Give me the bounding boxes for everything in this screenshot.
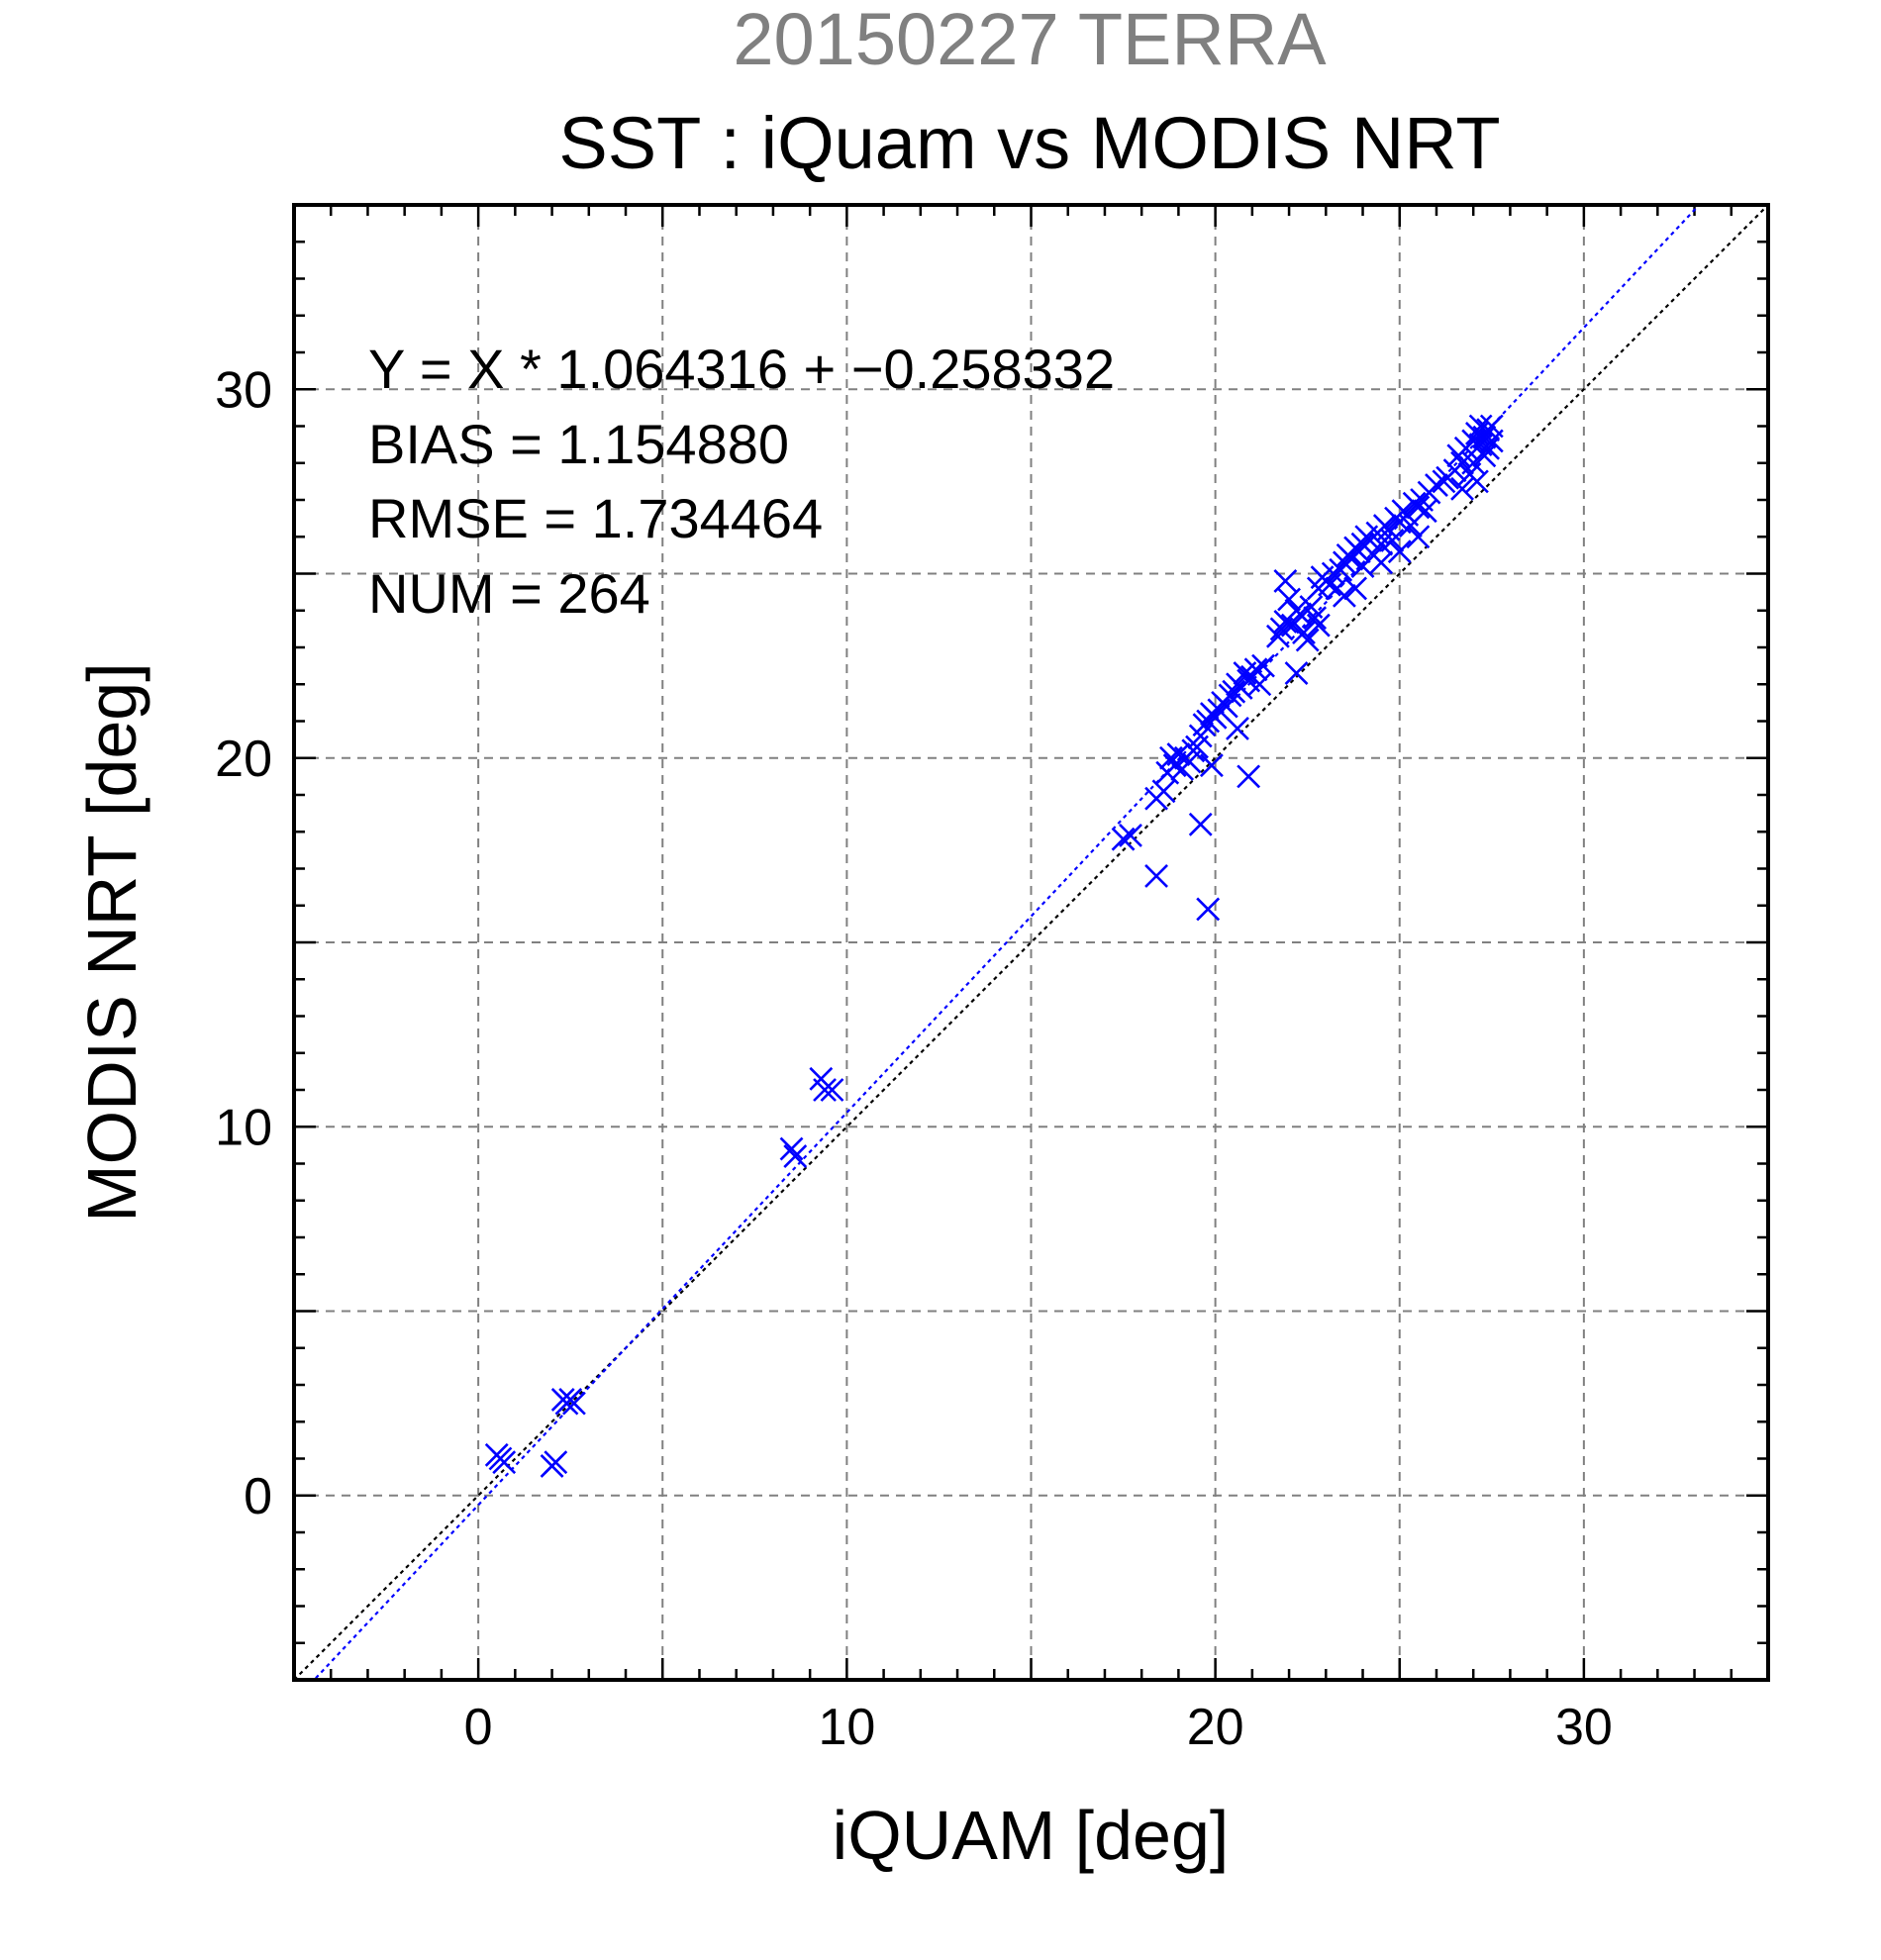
data-point [1265,624,1290,648]
fit-line [312,205,1701,1680]
one-to-one-line [294,205,1768,1680]
x-tick-label: 10 [818,1699,875,1756]
data-point [1479,429,1504,453]
data-point [1380,529,1405,552]
data-point [1303,606,1328,631]
y-axis-label: MODIS NRT [deg] [73,662,150,1222]
x-tick-label: 20 [1187,1699,1244,1756]
data-point [1273,569,1298,593]
y-tick-label: 10 [215,1099,272,1156]
data-point [1284,661,1309,685]
tick-labels: 0 10 20 30 0 10 20 30 [215,361,1613,1756]
stats-num: NUM = 264 [368,562,650,625]
data-point [1151,779,1176,804]
data-point [1332,550,1356,575]
x-axis-label: iQUAM [deg] [833,1797,1230,1874]
data-point [1247,672,1272,697]
data-point [1369,550,1394,575]
plot-frame [292,203,1770,1682]
chart-supertitle: 20150227 TERRA [733,0,1327,80]
data-point [1332,583,1356,608]
data-point [1472,443,1497,468]
data-point [1196,897,1221,922]
data-point [1111,827,1136,851]
data-point [492,1450,517,1475]
y-tick-label: 0 [244,1468,272,1525]
data-point [1387,539,1412,564]
stats-bias: BIAS = 1.154880 [368,413,789,475]
stats-rmse: RMSE = 1.734464 [368,487,823,549]
data-point [1425,473,1448,498]
data-point [1406,495,1431,520]
grid [294,205,1768,1680]
data-point [1450,476,1474,501]
data-point [1166,742,1191,766]
data-point [1295,628,1320,652]
data-point [1199,753,1224,778]
stats-fit-equation: Y = X * 1.064316 + −0.258332 [368,338,1115,400]
data-point [1450,450,1474,475]
stats-annotation: Y = X * 1.064316 + −0.258332 BIAS = 1.15… [368,338,1115,625]
y-tick-label: 30 [215,361,272,419]
data-point [1413,499,1437,524]
data-points [484,414,1504,1478]
data-point [1251,653,1275,678]
data-point [1207,698,1232,723]
data-point [820,1078,844,1102]
data-point [1222,679,1246,704]
data-point [1343,576,1367,601]
data-point [1406,525,1431,549]
chart-title: SST : iQuam vs MODIS NRT [558,102,1500,184]
data-point [1144,864,1168,888]
data-point [1306,613,1331,637]
reference-lines [294,205,1768,1680]
data-point [1237,764,1261,789]
data-point [1119,824,1142,847]
data-point [1188,812,1213,836]
data-point [779,1136,804,1161]
data-point [1465,469,1489,494]
data-point [544,1450,568,1475]
data-point [1476,436,1501,460]
data-point [813,1078,837,1102]
data-point [1243,657,1268,682]
x-tick-label: 30 [1555,1699,1613,1756]
data-point [1288,602,1313,627]
data-point [1292,621,1316,645]
x-tick-label: 0 [464,1699,493,1756]
data-point [1226,717,1249,740]
data-point [783,1144,808,1168]
data-point [561,1391,586,1416]
y-tick-label: 20 [215,731,272,788]
data-point [1277,587,1301,612]
